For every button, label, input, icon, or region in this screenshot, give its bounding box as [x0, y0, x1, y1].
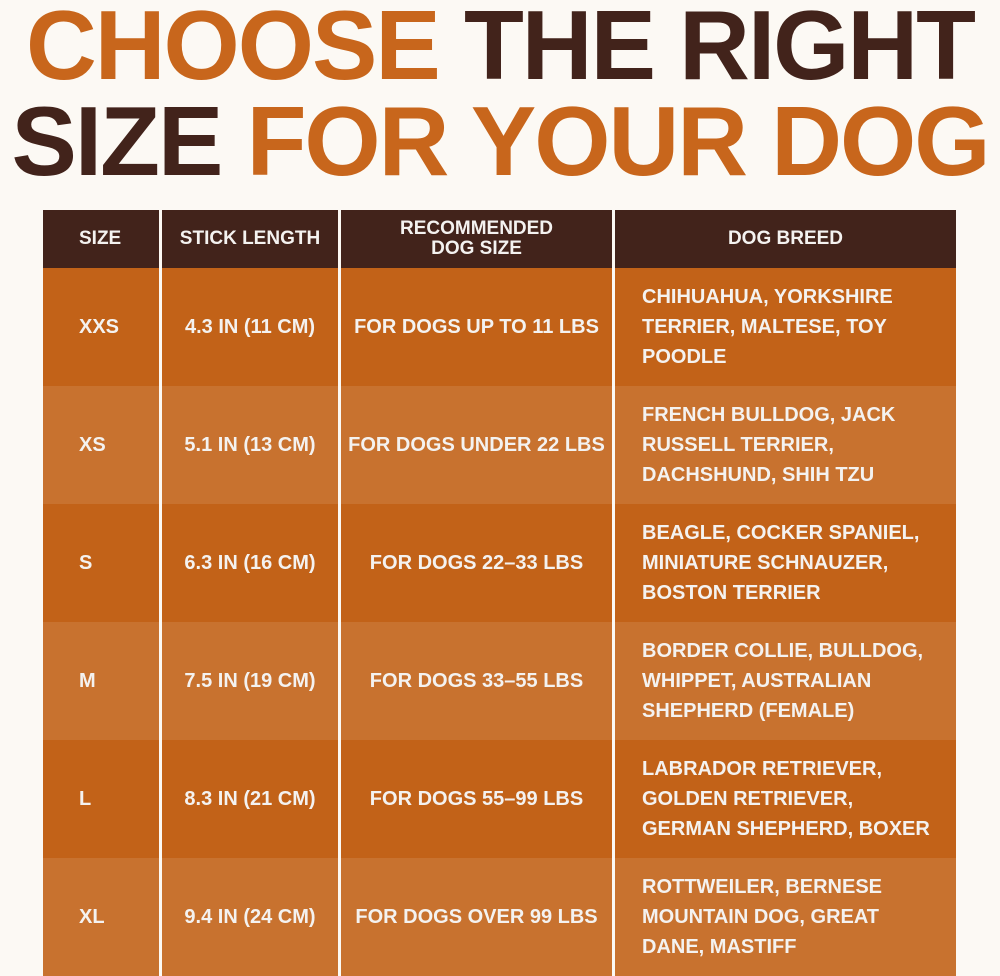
header-stick-length: STICK LENGTH	[162, 210, 341, 268]
title-text: SIZE	[11, 86, 224, 196]
breed-cell: BEAGLE, COCKER SPANIEL, MINIATURE SCHNAU…	[615, 504, 956, 622]
size-cell: M	[43, 622, 162, 740]
title-text: THE RIGHT	[463, 0, 976, 100]
dog-size-cell: FOR DOGS OVER 99 LBS	[341, 858, 615, 976]
breed-cell: ROTTWEILER, BERNESE MOUNTAIN DOG, GREAT …	[615, 858, 956, 976]
table-row: L 8.3 IN (21 CM) FOR DOGS 55–99 LBS LABRADO…	[43, 740, 956, 858]
breed-cell: BORDER COLLIE, BULLDOG, WHIPPET, AUSTRAL…	[615, 622, 956, 740]
dog-size-cell: FOR DOGS UP TO 11 LBS	[341, 268, 615, 386]
header-dog-breed: DOG BREED	[615, 210, 956, 268]
title-accent: CHOOSE	[25, 0, 441, 100]
table-row: XXS 4.3 IN (11 CM) FOR DOGS UP TO 11 LBS CH…	[43, 268, 956, 386]
page-title-line-2: SIZE FOR YOUR DOG	[0, 92, 1000, 190]
table-row: XL 9.4 IN (24 CM) FOR DOGS OVER 99 LBS ROTT…	[43, 858, 956, 976]
stick-length-cell: 5.1 IN (13 CM)	[162, 386, 341, 504]
size-cell: S	[43, 504, 162, 622]
size-cell: XS	[43, 386, 162, 504]
dog-size-cell: FOR DOGS 33–55 LBS	[341, 622, 615, 740]
stick-length-cell: 7.5 IN (19 CM)	[162, 622, 341, 740]
title-accent: FOR YOUR DOG	[246, 86, 991, 196]
size-chart-table: SIZE STICK LENGTH RECOMMENDED DOG SIZE D…	[43, 210, 956, 976]
size-cell: XL	[43, 858, 162, 976]
page-title-line-1: CHOOSE THE RIGHT	[0, 0, 1000, 94]
table-row: M 7.5 IN (19 CM) FOR DOGS 33–55 LBS BORDER …	[43, 622, 956, 740]
stick-length-cell: 6.3 IN (16 CM)	[162, 504, 341, 622]
table-header-row: SIZE STICK LENGTH RECOMMENDED DOG SIZE D…	[43, 210, 956, 268]
breed-cell: LABRADOR RETRIEVER, GOLDEN RETRIEVER, GE…	[615, 740, 956, 858]
table-row: S 6.3 IN (16 CM) FOR DOGS 22–33 LBS BEAGLE,…	[43, 504, 956, 622]
dog-size-cell: FOR DOGS UNDER 22 LBS	[341, 386, 615, 504]
size-cell: L	[43, 740, 162, 858]
header-recommended-dog-size: RECOMMENDED DOG SIZE	[341, 210, 615, 268]
breed-cell: FRENCH BULLDOG, JACK RUSSELL TERRIER, DA…	[615, 386, 956, 504]
breed-cell: CHIHUAHUA, YORKSHIRE TERRIER, MALTESE, T…	[615, 268, 956, 386]
stick-length-cell: 9.4 IN (24 CM)	[162, 858, 341, 976]
header-size: SIZE	[43, 210, 162, 268]
stick-length-cell: 4.3 IN (11 CM)	[162, 268, 341, 386]
dog-size-cell: FOR DOGS 55–99 LBS	[341, 740, 615, 858]
dog-size-cell: FOR DOGS 22–33 LBS	[341, 504, 615, 622]
table-row: XS 5.1 IN (13 CM) FOR DOGS UNDER 22 LBS FRE…	[43, 386, 956, 504]
size-cell: XXS	[43, 268, 162, 386]
stick-length-cell: 8.3 IN (21 CM)	[162, 740, 341, 858]
